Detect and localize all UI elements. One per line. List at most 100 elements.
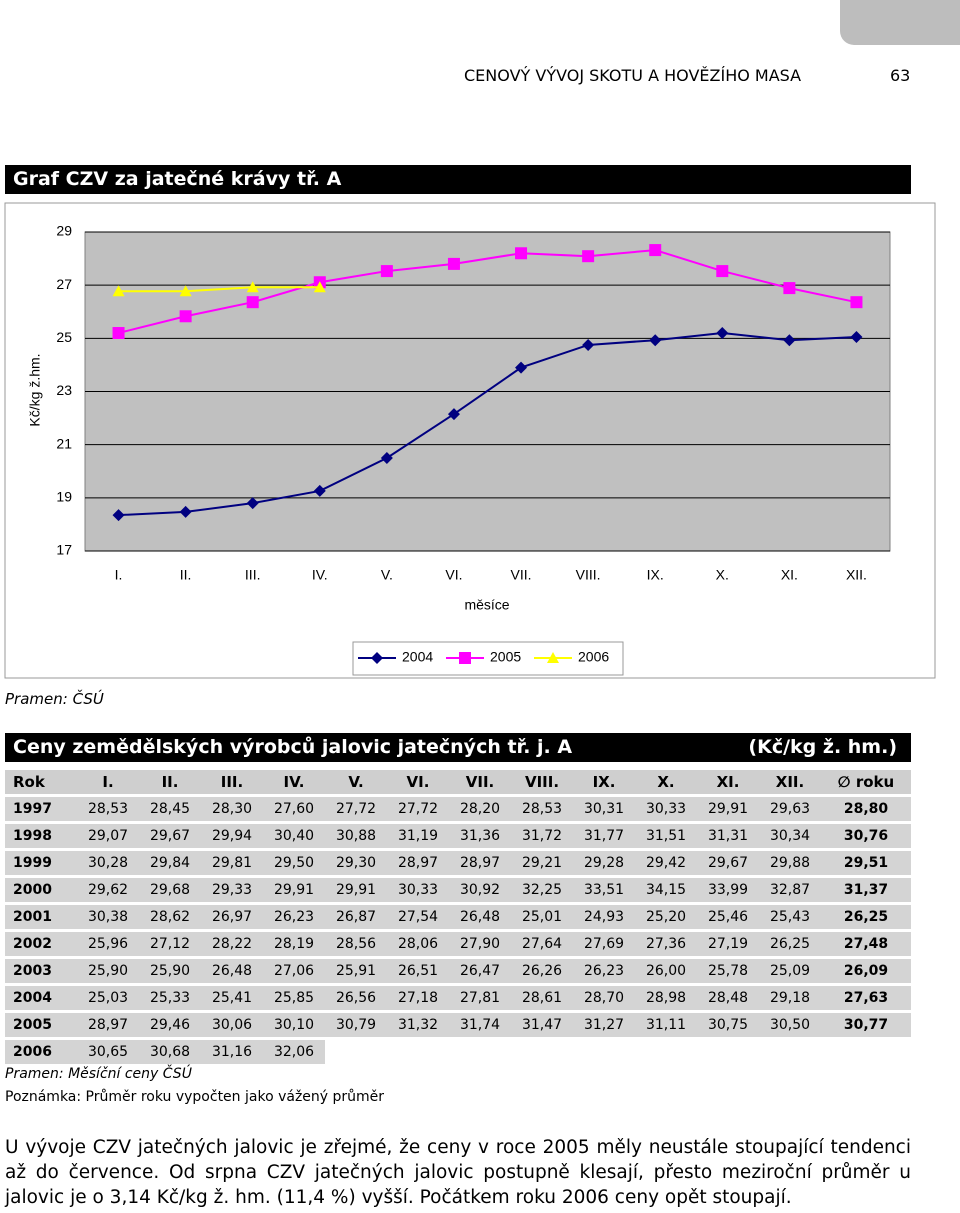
x-axis-label: měsíce bbox=[464, 597, 509, 613]
table-cell: 31,16 bbox=[201, 1040, 263, 1064]
table-cell: 30,31 bbox=[573, 797, 635, 821]
table-cell: 28,70 bbox=[573, 986, 635, 1010]
table-cell: 29,50 bbox=[263, 851, 325, 875]
table-cell: 25,78 bbox=[697, 959, 759, 983]
data-point bbox=[850, 296, 863, 309]
column-header: VII. bbox=[449, 770, 511, 794]
table-cell: 31,32 bbox=[387, 1013, 449, 1037]
legend-label: 2004 bbox=[402, 649, 433, 665]
table-row: 2003 25,90 25,90 26,48 27,06 25,91 26,51 26,47 2… bbox=[5, 959, 911, 983]
table-cell: 29,28 bbox=[573, 851, 635, 875]
table-cell: 31,27 bbox=[573, 1013, 635, 1037]
table-cell: 28,53 bbox=[511, 797, 573, 821]
table-cell: 28,97 bbox=[387, 851, 449, 875]
table-cell: 2006 bbox=[5, 1040, 77, 1064]
x-tick-label: XII. bbox=[846, 567, 867, 583]
table-cell: 29,18 bbox=[759, 986, 821, 1010]
table-cell: 30,88 bbox=[325, 824, 387, 848]
table-cell: 28,56 bbox=[325, 932, 387, 956]
table-cell: 29,94 bbox=[201, 824, 263, 848]
table-cell bbox=[511, 1040, 573, 1064]
table-cell bbox=[449, 1040, 511, 1064]
series-line bbox=[118, 332, 857, 517]
table-cell bbox=[387, 1040, 449, 1064]
table-cell: 28,19 bbox=[263, 932, 325, 956]
table-cell: 30,33 bbox=[635, 797, 697, 821]
data-point bbox=[380, 265, 393, 278]
column-header: ∅ roku bbox=[821, 770, 911, 794]
table-cell: 29,81 bbox=[201, 851, 263, 875]
data-point bbox=[179, 505, 192, 518]
table-cell bbox=[821, 1040, 911, 1064]
legend bbox=[352, 641, 624, 676]
table-cell: 25,96 bbox=[77, 932, 139, 956]
table-cell: 29,51 bbox=[821, 851, 911, 875]
table-cell: 29,67 bbox=[697, 851, 759, 875]
table-cell: 31,74 bbox=[449, 1013, 511, 1037]
table-cell: 28,45 bbox=[139, 797, 201, 821]
column-header: I. bbox=[77, 770, 139, 794]
table-cell: 24,93 bbox=[573, 905, 635, 929]
table-cell: 25,90 bbox=[139, 959, 201, 983]
table-row: 1998 29,07 29,67 29,94 30,40 30,88 31,19 31,36 3… bbox=[5, 824, 911, 848]
header-title: CENOVÝ VÝVOJ SKOTU A HOVĚZÍHO MASA bbox=[464, 66, 802, 85]
series-line bbox=[118, 286, 320, 293]
table-cell: 34,15 bbox=[635, 878, 697, 902]
table-cell: 2004 bbox=[5, 986, 77, 1010]
y-tick-label: 27 bbox=[56, 276, 72, 292]
y-tick-label: 19 bbox=[56, 489, 72, 505]
table-cell: 28,61 bbox=[511, 986, 573, 1010]
x-tick-label: VI. bbox=[445, 567, 462, 583]
table-cell: 33,51 bbox=[573, 878, 635, 902]
table-cell: 25,90 bbox=[77, 959, 139, 983]
column-header: X. bbox=[635, 770, 697, 794]
table-cell: 26,26 bbox=[511, 959, 573, 983]
table-cell: 29,63 bbox=[759, 797, 821, 821]
data-point bbox=[112, 327, 125, 340]
table-row: 2004 25,03 25,33 25,41 25,85 26,56 27,18 27,81 2… bbox=[5, 986, 911, 1010]
table-cell bbox=[573, 1040, 635, 1064]
column-header: V. bbox=[325, 770, 387, 794]
table-cell: 31,37 bbox=[821, 878, 911, 902]
table-cell: 26,87 bbox=[325, 905, 387, 929]
table-cell: 25,33 bbox=[139, 986, 201, 1010]
table-cell: 30,77 bbox=[821, 1013, 911, 1037]
table-cell: 30,76 bbox=[821, 824, 911, 848]
column-header: XI. bbox=[697, 770, 759, 794]
table-cell: 28,48 bbox=[697, 986, 759, 1010]
table-cell: 27,60 bbox=[263, 797, 325, 821]
table-cell: 29,62 bbox=[77, 878, 139, 902]
table-cell: 30,33 bbox=[387, 878, 449, 902]
table-cell: 27,54 bbox=[387, 905, 449, 929]
table-cell: 29,68 bbox=[139, 878, 201, 902]
table-unit: (Kč/kg ž. hm.) bbox=[748, 736, 897, 758]
data-point bbox=[380, 451, 393, 464]
table-cell: 32,06 bbox=[263, 1040, 325, 1064]
data-point bbox=[515, 361, 528, 374]
table-row: 2001 30,38 28,62 26,97 26,23 26,87 27,54 26,48 2… bbox=[5, 905, 911, 929]
table-cell: 27,64 bbox=[511, 932, 573, 956]
table-cell: 29,46 bbox=[139, 1013, 201, 1037]
chart-source: Pramen: ČSÚ bbox=[5, 690, 104, 708]
table-cell: 26,25 bbox=[821, 905, 911, 929]
table-cell: 27,69 bbox=[573, 932, 635, 956]
x-tick-label: X. bbox=[716, 567, 729, 583]
table-cell: 27,18 bbox=[387, 986, 449, 1010]
table-cell: 2003 bbox=[5, 959, 77, 983]
table-cell: 30,40 bbox=[263, 824, 325, 848]
table-cell: 28,98 bbox=[635, 986, 697, 1010]
table-cell: 2005 bbox=[5, 1013, 77, 1037]
data-point bbox=[179, 310, 192, 323]
table-cell: 30,50 bbox=[759, 1013, 821, 1037]
column-header: XII. bbox=[759, 770, 821, 794]
table-cell: 31,36 bbox=[449, 824, 511, 848]
table-row: 1997 28,53 28,45 28,30 27,60 27,72 27,72 28,20 2… bbox=[5, 797, 911, 821]
table-cell: 32,87 bbox=[759, 878, 821, 902]
table-cell: 26,00 bbox=[635, 959, 697, 983]
table-cell: 25,91 bbox=[325, 959, 387, 983]
table-cell: 31,11 bbox=[635, 1013, 697, 1037]
table-cell: 27,12 bbox=[139, 932, 201, 956]
table-cell: 25,85 bbox=[263, 986, 325, 1010]
table-cell: 32,25 bbox=[511, 878, 573, 902]
data-point bbox=[649, 244, 662, 257]
